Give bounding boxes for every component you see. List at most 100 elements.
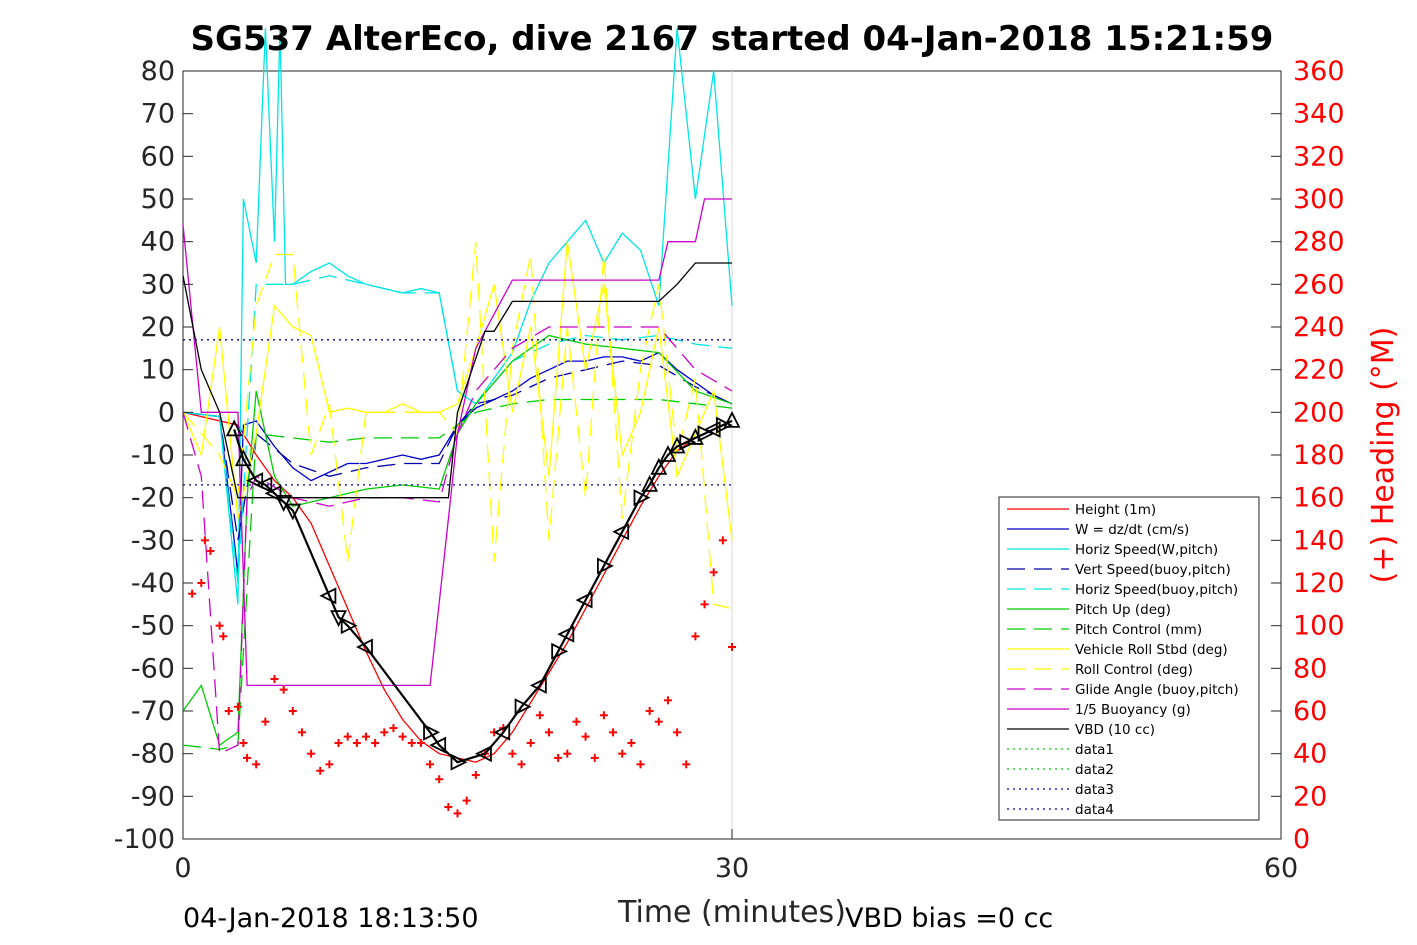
heading-point [288, 707, 297, 715]
heading-point [444, 803, 453, 811]
series-line-8 [182, 241, 733, 610]
series-line-3 [182, 360, 733, 541]
heading-point [380, 728, 389, 737]
heading-point [535, 711, 544, 720]
left-tick-label: 40 [141, 227, 175, 258]
legend-entry: VBD (10 cc) [1075, 722, 1155, 738]
depth-marker [355, 638, 373, 656]
heading-point [297, 728, 306, 737]
left-tick-label: -70 [131, 696, 175, 727]
depth-marker [641, 474, 659, 492]
legend-entry: data1 [1075, 742, 1114, 758]
heading-point [261, 717, 270, 726]
right-tick-label: 0 [1293, 824, 1310, 855]
left-tick-label: 70 [141, 99, 175, 130]
depth-marker [225, 419, 243, 437]
x-tick-label: 30 [715, 853, 749, 884]
heading-point [200, 536, 209, 545]
heading-point [718, 536, 727, 545]
right-tick-label: 200 [1293, 397, 1345, 428]
heading-point [663, 696, 672, 705]
depth-marker [715, 416, 733, 434]
right-tick-label: 320 [1293, 141, 1345, 172]
series-layer [182, 28, 733, 763]
x-axis: 0 30 60 [174, 829, 1298, 884]
depth-marker [474, 745, 492, 763]
heading-point [581, 732, 590, 741]
heading-point [728, 643, 736, 651]
left-tick-label: -30 [131, 525, 175, 556]
legend-entry: 1/5 Buoyancy (g) [1075, 702, 1191, 718]
heading-point [645, 707, 654, 715]
series-line-2 [182, 28, 733, 605]
heading-point [243, 753, 252, 762]
heading-point [700, 600, 709, 609]
heading-point [636, 760, 645, 769]
heading-point [554, 753, 563, 762]
legend-entry: W = dz/dt (cm/s) [1075, 522, 1189, 538]
heading-point [673, 728, 682, 737]
legend-entry: Roll Control (deg) [1075, 662, 1193, 678]
depth-marker [493, 723, 511, 741]
heading-point [270, 675, 279, 683]
right-tick-label: 100 [1293, 611, 1345, 642]
heading-point [627, 739, 636, 747]
right-tick-label: 140 [1293, 525, 1345, 556]
heading-point [371, 739, 380, 747]
series-line-4 [182, 275, 733, 584]
right-tick-label: 300 [1293, 184, 1345, 215]
right-tick-label: 220 [1293, 355, 1345, 386]
left-tick-label: -100 [114, 824, 175, 855]
heading-point [362, 732, 370, 741]
right-tick-label: 240 [1293, 312, 1345, 343]
heading-point [215, 621, 224, 630]
depth-marker [597, 557, 614, 575]
depth-marker [284, 503, 302, 521]
legend-entry: data3 [1075, 782, 1114, 798]
left-tick-label: -90 [131, 781, 175, 812]
series-line-1 [182, 351, 733, 575]
x-tick-label: 0 [174, 853, 191, 884]
depth-marker [575, 591, 593, 609]
legend-entry: Glide Angle (buoy,pitch) [1075, 682, 1239, 698]
y2-axis-label: (+) Heading (°M) [1366, 327, 1401, 584]
left-tick-label: 20 [141, 312, 175, 343]
legend-entry: Height (1m) [1075, 502, 1156, 518]
right-tick-label: 180 [1293, 440, 1345, 471]
heading-point [407, 739, 416, 747]
left-tick-label: -20 [131, 483, 175, 514]
heading-point [709, 568, 718, 577]
legend-entry: Vert Speed(buoy,pitch) [1075, 562, 1231, 578]
heading-point [416, 739, 425, 747]
legend-entry: data2 [1075, 762, 1114, 778]
depth-marker [557, 625, 575, 643]
series-line-11 [182, 262, 732, 499]
heading-point [233, 702, 242, 711]
heading-point [334, 739, 343, 747]
right-tick-label: 280 [1293, 227, 1345, 258]
heading-point [426, 760, 435, 769]
heading-point [471, 771, 480, 779]
heading-point [435, 775, 444, 784]
right-tick-label: 60 [1293, 696, 1327, 727]
heading-point [325, 760, 334, 769]
heading-point [239, 739, 248, 747]
series-line-7 [182, 241, 733, 541]
left-tick-label: 50 [141, 184, 175, 215]
depth-marker [551, 642, 569, 660]
depth-line [233, 419, 733, 764]
legend-entry: Horiz Speed(buoy,pitch) [1075, 582, 1238, 598]
depth-marker [633, 489, 651, 507]
heading-point [197, 579, 206, 587]
legend-entry: data4 [1075, 802, 1114, 818]
plot-area [182, 28, 1282, 840]
legend-entry: Horiz Speed(W,pitch) [1075, 542, 1218, 558]
depth-markers-layer [225, 410, 741, 771]
heading-point [389, 724, 398, 733]
heading-layer [188, 536, 736, 818]
x-tick-label: 60 [1264, 853, 1298, 884]
heading-point [307, 749, 316, 758]
right-tick-label: 260 [1293, 269, 1345, 300]
heading-point [224, 707, 233, 715]
heading-point [508, 749, 517, 758]
